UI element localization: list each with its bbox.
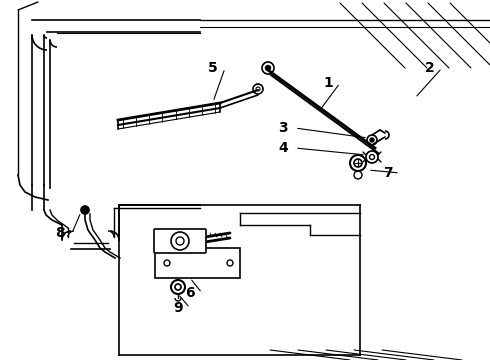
Text: 6: 6 xyxy=(185,286,195,300)
Text: 4: 4 xyxy=(278,141,288,155)
Text: 9: 9 xyxy=(173,301,183,315)
Text: 1: 1 xyxy=(323,76,333,90)
Text: 7: 7 xyxy=(383,166,393,180)
Circle shape xyxy=(370,138,374,142)
Text: 3: 3 xyxy=(278,121,288,135)
Circle shape xyxy=(81,206,89,214)
Text: 5: 5 xyxy=(208,61,218,75)
Circle shape xyxy=(266,66,270,71)
Bar xyxy=(155,248,240,278)
FancyBboxPatch shape xyxy=(154,229,206,253)
Text: 8: 8 xyxy=(55,226,65,240)
Text: 2: 2 xyxy=(425,61,435,75)
